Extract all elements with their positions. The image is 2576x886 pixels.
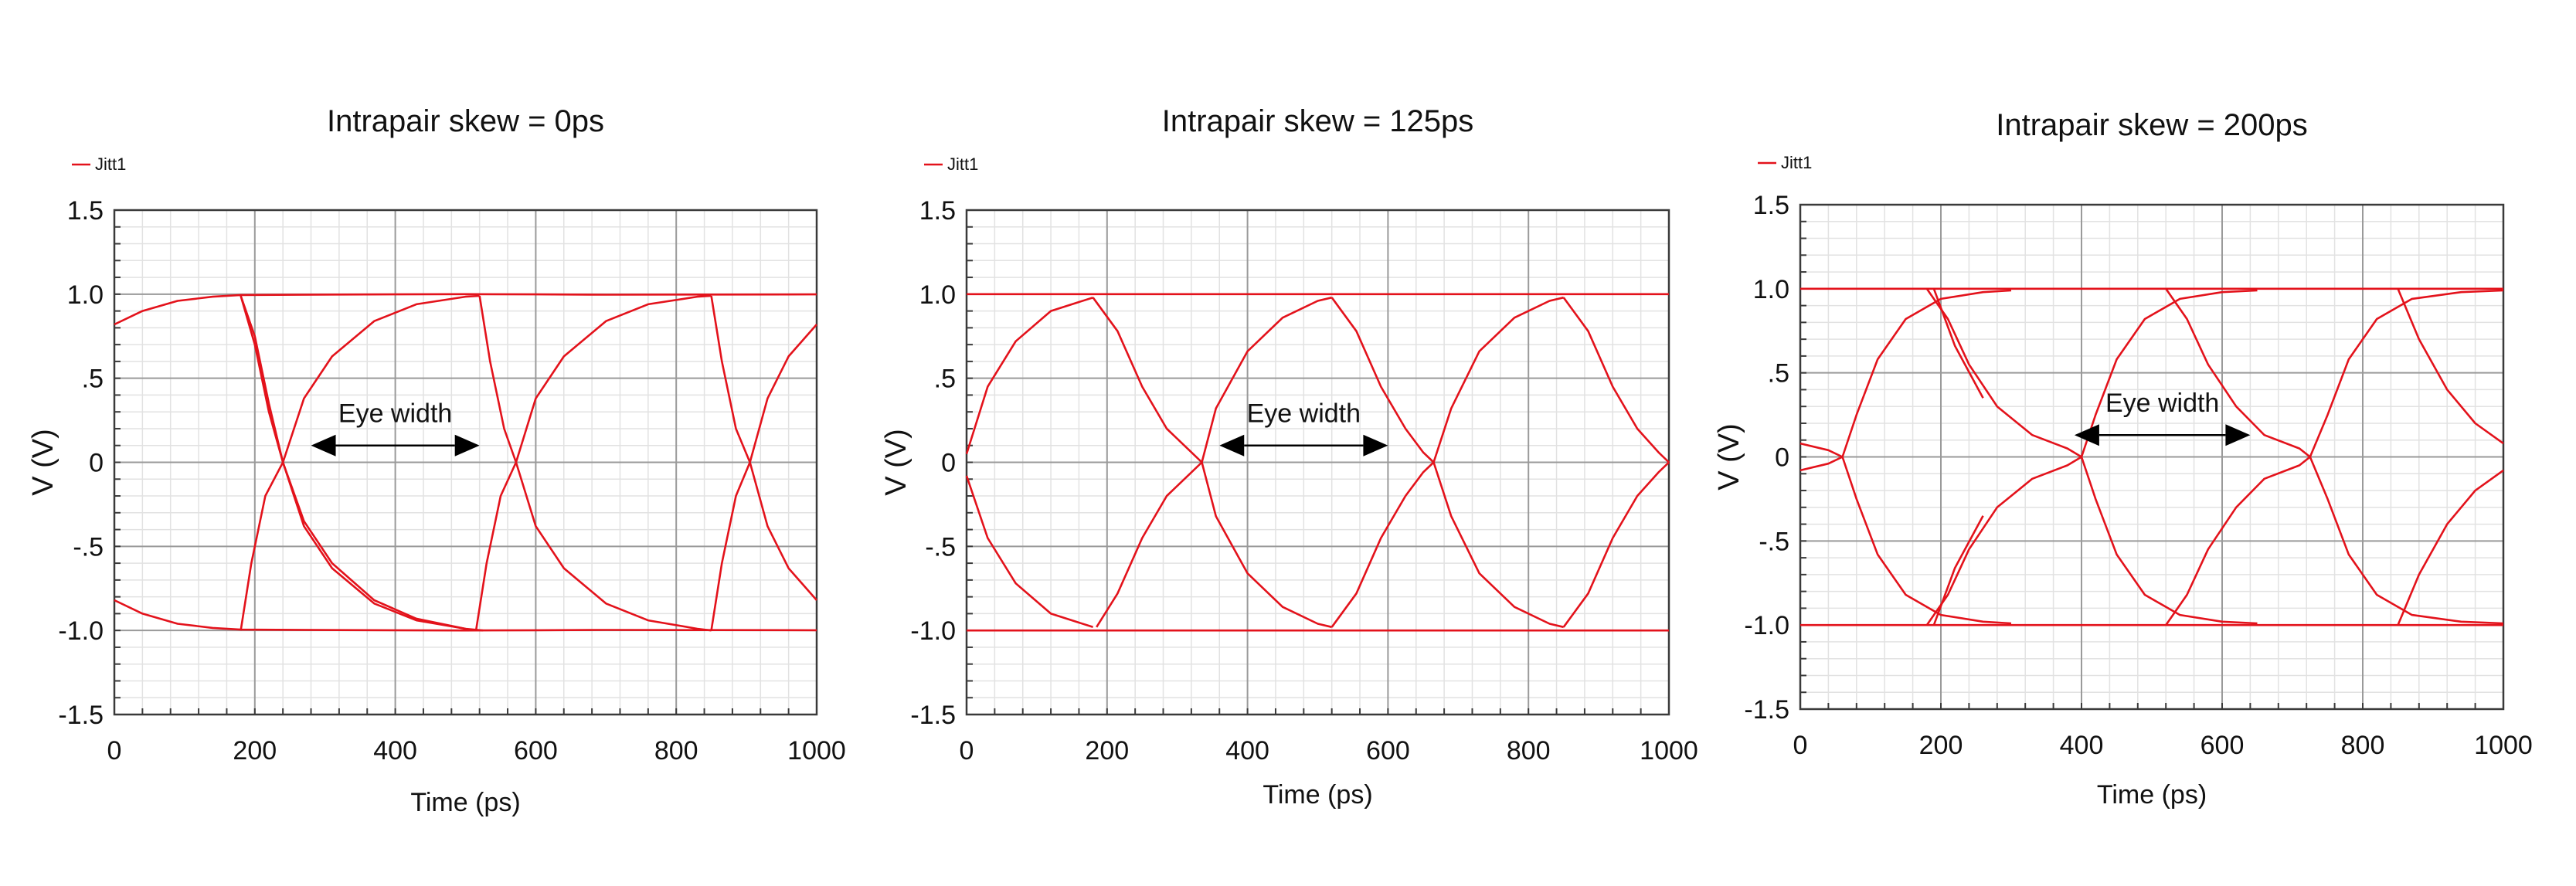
waveform-trace	[2165, 289, 2504, 626]
y-tick-label: 1.5	[1753, 191, 1789, 220]
chart-panel-2: 0 200 400 600 800 1000 1.5 1.0 .5 0 -.5 -1.0 -1.5 Int…	[880, 104, 1698, 810]
y-tick-label: -1.0	[58, 616, 104, 646]
eye-width-arrowhead-left	[1219, 434, 1245, 457]
y-axis-label: V (V)	[880, 429, 912, 496]
waveform-trace	[1562, 461, 1670, 628]
y-tick-label: .5	[934, 365, 956, 394]
y-tick-label: -1.5	[1744, 695, 1789, 725]
x-tick-label: 400	[373, 736, 417, 765]
x-tick-label: 200	[1919, 731, 1963, 760]
y-tick-label: 1.0	[919, 280, 956, 310]
x-tick-label: 800	[654, 736, 698, 765]
y-axis-label: V (V)	[1713, 423, 1745, 491]
x-tick-label: 0	[960, 736, 974, 765]
x-tick-label: 200	[1085, 736, 1129, 765]
legend-label: Jitt1	[947, 154, 978, 174]
x-tick-label: 1000	[1640, 736, 1698, 765]
chart-panel-1: 0 200 400 600 800 1000 1.5 1.0 .5 0 -.5 -1.0 -1.5 Int…	[27, 104, 846, 817]
waveform-trace	[710, 324, 817, 631]
x-tick-label: 600	[2200, 731, 2245, 760]
waveform-trace	[2397, 288, 2504, 445]
waveform-trace	[965, 475, 1093, 629]
waveform-trace	[1932, 515, 1984, 626]
y-tick-label: .5	[82, 365, 104, 394]
waveform-trace	[240, 295, 466, 630]
waveform-trace	[1932, 288, 1984, 399]
x-tick-label: 600	[1366, 736, 1410, 765]
waveform-trace	[478, 295, 712, 632]
legend-label: Jitt1	[1781, 153, 1812, 172]
eye-width-annotation: Eye width	[1247, 399, 1361, 429]
eye-width-arrowhead-right	[1363, 434, 1388, 457]
y-tick-label: 1.5	[67, 196, 104, 226]
waveform-trace	[1562, 297, 1670, 463]
x-tick-label: 800	[2341, 731, 2385, 760]
x-tick-label: 600	[514, 736, 558, 765]
x-tick-label: 1000	[787, 736, 846, 765]
y-tick-label: 1.0	[67, 280, 104, 310]
x-tick-label: 800	[1507, 736, 1551, 765]
waveform-trace	[1096, 296, 1332, 628]
chart-title: Intrapair skew = 0ps	[327, 104, 604, 138]
waveform-trace	[1799, 456, 2012, 625]
eye-width-arrowhead-right	[2225, 424, 2251, 446]
chart-panel-3: 0 200 400 600 800 1000 1.5 1.0 .5 0 -.5 -1.0 -1.5 Int…	[1713, 108, 2533, 810]
x-axis-label: Time (ps)	[2097, 780, 2207, 810]
eye-width-annotation: Eye width	[338, 399, 452, 429]
x-tick-label: 1000	[2474, 731, 2533, 760]
waveform-trace	[2397, 469, 2504, 626]
x-tick-label: 400	[1225, 736, 1269, 765]
y-tick-label: -.5	[73, 532, 104, 562]
y-tick-label: -1.5	[58, 701, 104, 730]
x-tick-label: 200	[233, 736, 277, 765]
y-tick-label: 0	[1775, 443, 1789, 473]
y-tick-label: 1.5	[919, 196, 956, 226]
chart-title: Intrapair skew = 125ps	[1162, 104, 1474, 138]
legend-label: Jitt1	[95, 154, 126, 174]
waveform-trace	[474, 294, 712, 631]
x-axis-label: Time (ps)	[1263, 780, 1372, 810]
y-tick-label: -.5	[925, 532, 956, 562]
eye-width-annotation: Eye width	[2105, 389, 2219, 418]
waveform-trace	[1925, 289, 2258, 626]
waveform-trace	[465, 629, 817, 632]
x-tick-label: 400	[2060, 731, 2104, 760]
eye-width-arrowhead-right	[454, 434, 480, 457]
waveform-trace	[1330, 296, 1564, 628]
eye-width-arrowhead-left	[2074, 424, 2099, 446]
waveform-trace	[114, 293, 466, 326]
y-tick-label: -1.0	[910, 616, 956, 646]
waveform-trace	[465, 293, 817, 296]
waveform-trace	[114, 599, 466, 632]
x-tick-label: 0	[107, 736, 122, 765]
x-tick-label: 0	[1793, 731, 1808, 760]
y-tick-label: .5	[1768, 359, 1789, 389]
chart-title: Intrapair skew = 200ps	[1996, 108, 2308, 142]
x-axis-label: Time (ps)	[410, 788, 520, 817]
y-tick-label: 0	[941, 449, 956, 478]
y-tick-label: -.5	[1759, 527, 1789, 556]
y-tick-label: 0	[89, 449, 104, 478]
waveform-trace	[965, 296, 1093, 454]
eye-width-arrowhead-left	[311, 434, 336, 457]
waveform-trace	[240, 294, 480, 631]
y-axis-label: V (V)	[27, 429, 59, 496]
y-tick-label: -1.0	[1744, 611, 1789, 640]
y-tick-label: 1.0	[1753, 275, 1789, 304]
y-tick-label: -1.5	[910, 701, 956, 730]
waveform-trace	[1799, 289, 2012, 458]
